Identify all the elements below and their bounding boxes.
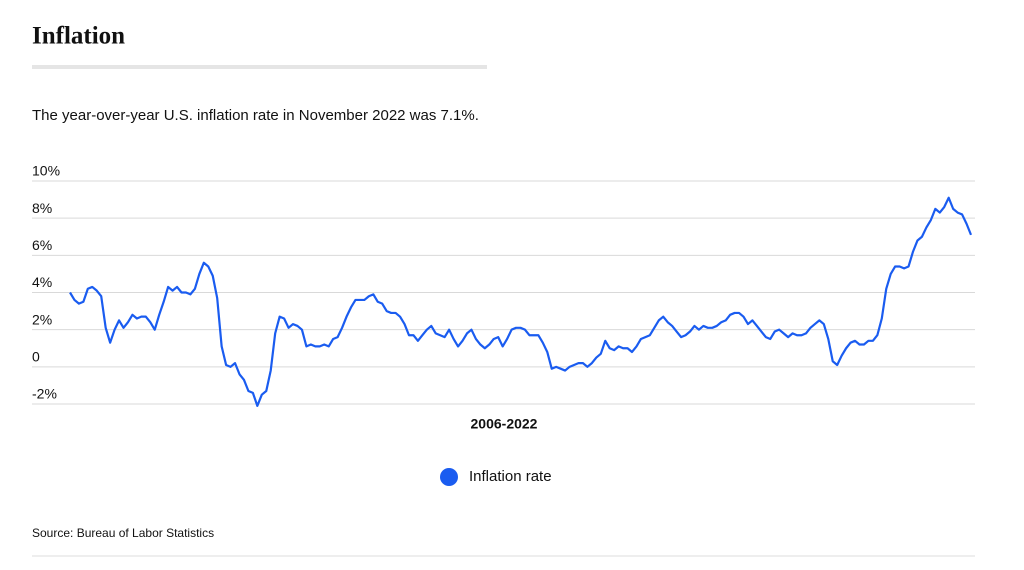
legend-label: Inflation rate (469, 468, 552, 485)
y-tick-label: 8% (32, 200, 52, 216)
source: Source: Bureau of Labor Statistics (32, 526, 214, 540)
y-tick-label: -2% (32, 386, 57, 402)
y-tick-label: 4% (32, 274, 52, 290)
y-tick-label: 6% (32, 237, 52, 253)
y-tick-label: 2% (32, 311, 52, 327)
legend-marker (440, 468, 458, 486)
title-rule (32, 65, 487, 69)
chart-title: Inflation (32, 23, 125, 50)
y-tick-label: 10% (32, 163, 60, 179)
subtitle: The year-over-year U.S. inflation rate i… (32, 107, 479, 124)
data-line (69, 196, 973, 407)
x-axis-label: 2006-2022 (471, 416, 538, 432)
y-tick-label: 0 (32, 349, 40, 365)
